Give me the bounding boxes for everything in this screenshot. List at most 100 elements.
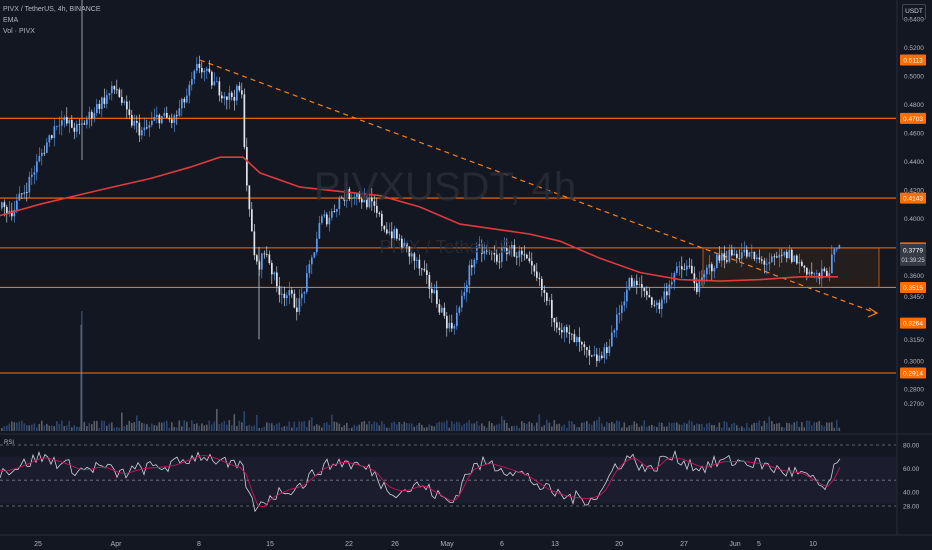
volume-bar: [596, 420, 598, 431]
candle-body: [298, 298, 301, 312]
candle-body: [221, 95, 223, 99]
volume-bar: [118, 427, 121, 431]
volume-bar: [458, 422, 461, 431]
volume-bar: [548, 422, 551, 431]
volume-bar: [403, 421, 406, 431]
candle-body: [683, 269, 686, 271]
ema-indicator-label[interactable]: EMA: [3, 17, 19, 24]
volume-bar: [441, 422, 443, 431]
candle-body: [538, 277, 541, 279]
candle-body: [36, 161, 38, 173]
candle-body: [821, 268, 823, 279]
candle-body: [366, 195, 368, 208]
candle-body: [51, 135, 53, 139]
candle-body: [708, 264, 711, 268]
candle-body: [703, 274, 706, 278]
candle-body: [576, 337, 578, 343]
candle-body: [486, 250, 488, 252]
candle-body: [638, 284, 641, 285]
candle-body: [198, 63, 201, 68]
candle-body: [383, 225, 386, 230]
candle-body: [291, 290, 293, 294]
volume-bar: [611, 421, 613, 431]
volume-bar: [223, 420, 226, 431]
candle-body: [733, 253, 736, 256]
candle-body: [463, 292, 466, 296]
price-level-label: 0.5113: [903, 58, 923, 65]
volume-bar: [468, 420, 471, 431]
volume-indicator-label[interactable]: Vol · PIVX: [3, 28, 35, 35]
candle-body: [701, 277, 703, 281]
candle-body: [648, 295, 651, 298]
volume-bar: [381, 421, 383, 431]
time-axis-label: 25: [34, 541, 42, 548]
candle-body: [691, 265, 693, 274]
volume-bar: [148, 426, 151, 431]
volume-bar: [1, 427, 3, 431]
volume-bar: [293, 421, 296, 431]
volume-bar: [31, 424, 33, 431]
volume-bar: [623, 422, 626, 431]
volume-bar: [726, 422, 728, 431]
candle-body: [161, 115, 163, 124]
volume-bar: [638, 427, 641, 431]
volume-bar: [453, 423, 456, 431]
candle-body: [116, 89, 118, 91]
candle-body: [403, 242, 406, 248]
candle-body: [318, 222, 321, 239]
candle-body: [616, 314, 618, 331]
volume-bar: [276, 423, 278, 431]
volume-bar: [341, 427, 343, 431]
price-axis-tick: 0.5200: [904, 45, 924, 52]
time-axis-label: 6: [500, 541, 504, 548]
volume-bar: [306, 426, 308, 431]
volume-bar: [783, 427, 786, 431]
candle-body: [636, 280, 638, 285]
candle-body: [761, 259, 763, 261]
candle-body: [808, 271, 811, 275]
volume-bar: [541, 426, 543, 431]
candle-body: [146, 127, 148, 129]
candle-body: [153, 116, 156, 121]
volume-bar: [821, 425, 823, 431]
candle-body: [586, 347, 588, 350]
candle-body: [71, 119, 73, 128]
volume-bar: [561, 426, 563, 431]
volume-bar: [483, 426, 486, 431]
candle-body: [353, 196, 356, 198]
volume-bar: [501, 416, 503, 431]
candle-body: [768, 262, 771, 264]
candle-body: [663, 291, 666, 300]
volume-bar: [383, 424, 386, 431]
candle-body: [788, 249, 791, 259]
volume-bar: [708, 422, 711, 431]
candle-body: [668, 284, 671, 296]
candle-body: [386, 229, 388, 234]
candle-body: [738, 258, 741, 259]
volume-bar: [316, 424, 318, 431]
candle-body: [588, 349, 591, 356]
candle-body: [263, 253, 266, 255]
symbol-title[interactable]: PIVX / TetherUS, 4h, BINANCE: [3, 6, 101, 13]
volume-bar: [583, 422, 586, 431]
volume-bar: [798, 427, 801, 431]
candle-body: [613, 330, 616, 333]
volume-bar: [451, 421, 453, 431]
volume-bar: [326, 422, 328, 431]
candle-body: [581, 342, 583, 345]
candle-body: [368, 197, 371, 208]
candle-body: [763, 260, 766, 265]
candle-body: [231, 92, 233, 98]
candle-body: [661, 299, 663, 309]
volume-bar: [128, 420, 131, 431]
volume-bar: [353, 424, 356, 431]
volume-bar: [308, 420, 311, 431]
dashed-trendline: [199, 59, 877, 314]
candle-body: [178, 108, 181, 116]
currency-button[interactable]: USDT: [902, 4, 926, 20]
volume-bar: [68, 420, 71, 431]
volume-bar: [111, 422, 113, 431]
volume-bar: [711, 424, 713, 431]
